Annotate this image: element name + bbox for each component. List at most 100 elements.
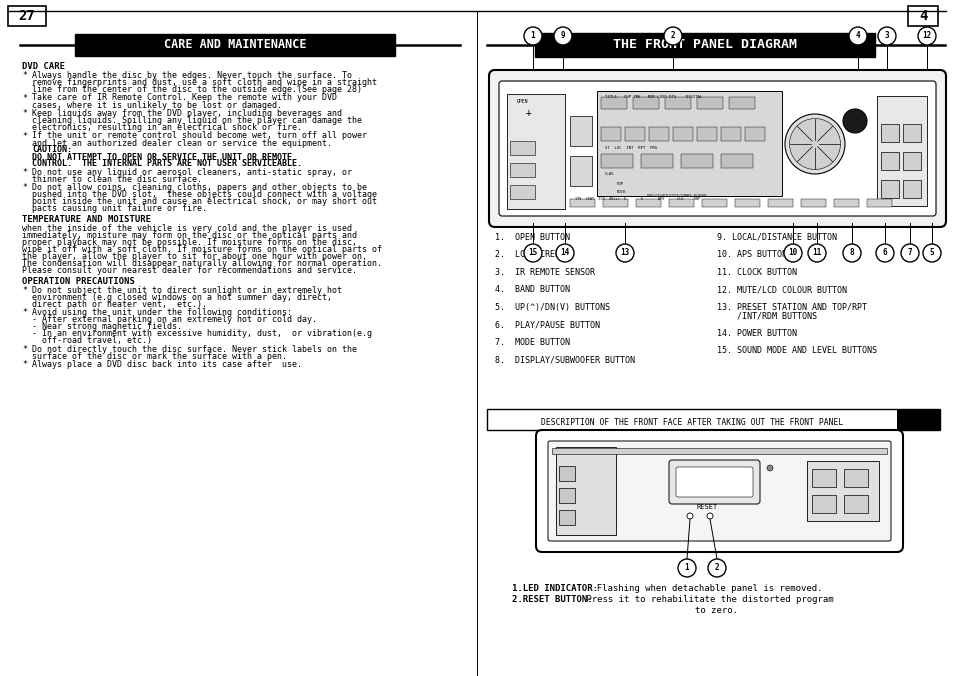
- Bar: [880, 152, 898, 170]
- Circle shape: [848, 27, 866, 45]
- Bar: [806, 461, 878, 521]
- Text: *: *: [22, 168, 27, 177]
- Bar: [907, 6, 937, 26]
- Circle shape: [686, 513, 692, 519]
- Circle shape: [917, 27, 935, 45]
- Text: 8.  DISPLAY/SUBWOOFER BUTTON: 8. DISPLAY/SUBWOOFER BUTTON: [495, 356, 635, 364]
- Text: *: *: [22, 360, 27, 370]
- Bar: [558, 510, 575, 525]
- Bar: [896, 409, 939, 430]
- Bar: [510, 163, 535, 177]
- Bar: [558, 466, 575, 481]
- Bar: [633, 97, 659, 109]
- Text: 8: 8: [849, 249, 854, 258]
- Text: Always handle the disc by the edges. Never touch the surface. To: Always handle the disc by the edges. Nev…: [32, 71, 352, 80]
- Bar: [600, 127, 620, 141]
- Text: +: +: [525, 108, 532, 118]
- Circle shape: [784, 114, 844, 174]
- Bar: [510, 185, 535, 199]
- Bar: [902, 180, 920, 198]
- Circle shape: [877, 27, 895, 45]
- Circle shape: [523, 244, 541, 262]
- Bar: [843, 495, 867, 513]
- Text: POP: POP: [617, 182, 623, 186]
- Text: Flashing when detachable panel is removed.: Flashing when detachable panel is remove…: [585, 584, 821, 593]
- Text: 1: 1: [530, 32, 535, 41]
- Text: 12: 12: [922, 32, 931, 41]
- Text: pushed into the DVD slot,  these objects could connect with a voltage: pushed into the DVD slot, these objects …: [32, 191, 376, 199]
- Text: ROCK: ROCK: [617, 190, 626, 194]
- Text: If the unit or remote control should become wet, turn off all power: If the unit or remote control should bec…: [32, 132, 367, 141]
- Text: DO NOT ATTEMPT TO OPEN OR SERVICE THE UNIT OR REMOTE: DO NOT ATTEMPT TO OPEN OR SERVICE THE UN…: [32, 153, 292, 162]
- Bar: [833, 199, 858, 207]
- Bar: [811, 469, 835, 487]
- Bar: [734, 199, 760, 207]
- Bar: [902, 152, 920, 170]
- Bar: [902, 124, 920, 142]
- Text: proper playback may not be possible. If moisture forms on the disc,: proper playback may not be possible. If …: [22, 238, 356, 247]
- Bar: [811, 495, 835, 513]
- Bar: [648, 127, 668, 141]
- Text: line from the center of the disc to the outside edge.(See page 28): line from the center of the disc to the …: [32, 85, 361, 94]
- Text: CONTROL.  THE INTERNAL PARTS ARE NOT USER SERVICEABLE.: CONTROL. THE INTERNAL PARTS ARE NOT USER…: [32, 160, 302, 168]
- Bar: [75, 34, 395, 56]
- Text: electronics, resulting in an electrical shock or fire.: electronics, resulting in an electrical …: [32, 123, 302, 132]
- Bar: [8, 6, 46, 26]
- Bar: [569, 116, 592, 146]
- Text: and let an authorized dealer clean or service the equipment.: and let an authorized dealer clean or se…: [32, 139, 332, 147]
- Circle shape: [523, 27, 541, 45]
- Text: 9: 9: [560, 32, 565, 41]
- Text: *: *: [22, 345, 27, 354]
- Text: DESCRIPTION OF THE FRONT FACE AFTER TAKING OUT THE FRONT PANEL: DESCRIPTION OF THE FRONT FACE AFTER TAKI…: [540, 418, 842, 427]
- FancyBboxPatch shape: [489, 70, 945, 227]
- Text: Avoid using the unit under the following conditions:: Avoid using the unit under the following…: [32, 308, 292, 318]
- Bar: [801, 199, 825, 207]
- Text: when the inside of the vehicle is very cold and the player is used: when the inside of the vehicle is very c…: [22, 224, 352, 233]
- Text: CLAS: CLAS: [604, 172, 614, 176]
- Text: 6.  PLAY/PAUSE BUTTON: 6. PLAY/PAUSE BUTTON: [495, 320, 599, 329]
- Circle shape: [789, 118, 840, 170]
- Circle shape: [556, 244, 574, 262]
- Bar: [697, 127, 717, 141]
- Circle shape: [842, 109, 866, 133]
- Bar: [728, 97, 754, 109]
- Text: 5.  UP(^)/DN(V) BUTTONS: 5. UP(^)/DN(V) BUTTONS: [495, 303, 609, 312]
- Bar: [680, 154, 712, 168]
- Bar: [556, 447, 616, 535]
- Bar: [876, 96, 926, 206]
- Bar: [624, 127, 644, 141]
- Text: direct path or heater vent,  etc.).: direct path or heater vent, etc.).: [32, 300, 207, 309]
- Text: Do not use any liquid or aerosol cleaners, anti-static spray, or: Do not use any liquid or aerosol cleaner…: [32, 168, 352, 177]
- Text: DVD CARE: DVD CARE: [22, 62, 65, 71]
- Bar: [602, 199, 627, 207]
- Text: Keep liquids away from the DVD player, including beverages and: Keep liquids away from the DVD player, i…: [32, 109, 341, 118]
- Circle shape: [766, 465, 772, 471]
- Bar: [597, 91, 781, 196]
- Text: 4.  BAND BUTTON: 4. BAND BUTTON: [495, 285, 569, 295]
- Bar: [506, 94, 564, 209]
- Text: 11. CLOCK BUTTON: 11. CLOCK BUTTON: [717, 268, 796, 277]
- Circle shape: [875, 244, 893, 262]
- Circle shape: [554, 27, 572, 45]
- Text: 3.  IR REMOTE SENSOR: 3. IR REMOTE SENSOR: [495, 268, 595, 277]
- Text: 13. PRESET STATION AND TOP/RPT: 13. PRESET STATION AND TOP/RPT: [717, 303, 866, 312]
- Bar: [767, 199, 792, 207]
- Text: 11: 11: [812, 249, 821, 258]
- Bar: [720, 154, 752, 168]
- Text: 1: 1: [684, 564, 689, 573]
- Text: - After external parking on an extremely hot or cold day.: - After external parking on an extremely…: [32, 316, 316, 324]
- Circle shape: [616, 244, 634, 262]
- Text: wipe it off with a soft cloth. If moisture forms on the optical parts of: wipe it off with a soft cloth. If moistu…: [22, 245, 381, 254]
- Text: *: *: [22, 93, 27, 103]
- Text: OPEN: OPEN: [517, 99, 528, 104]
- Bar: [600, 97, 626, 109]
- Text: *: *: [22, 286, 27, 295]
- Text: - In an environment with excessive humidity, dust,  or vibration(e.g: - In an environment with excessive humid…: [32, 329, 372, 339]
- Text: 2: 2: [714, 564, 719, 573]
- Text: OPERATION PRECAUTIONS: OPERATION PRECAUTIONS: [22, 277, 134, 286]
- Text: 1TV  2SAT  3CD  4Disc  5       6       APS      CLK     DBP: 1TV 2SAT 3CD 4Disc 5 6 APS CLK DBP: [575, 197, 700, 201]
- Text: off-road travel, etc.): off-road travel, etc.): [32, 337, 152, 345]
- Text: *: *: [22, 132, 27, 141]
- Bar: [569, 156, 592, 186]
- Text: 6: 6: [882, 249, 886, 258]
